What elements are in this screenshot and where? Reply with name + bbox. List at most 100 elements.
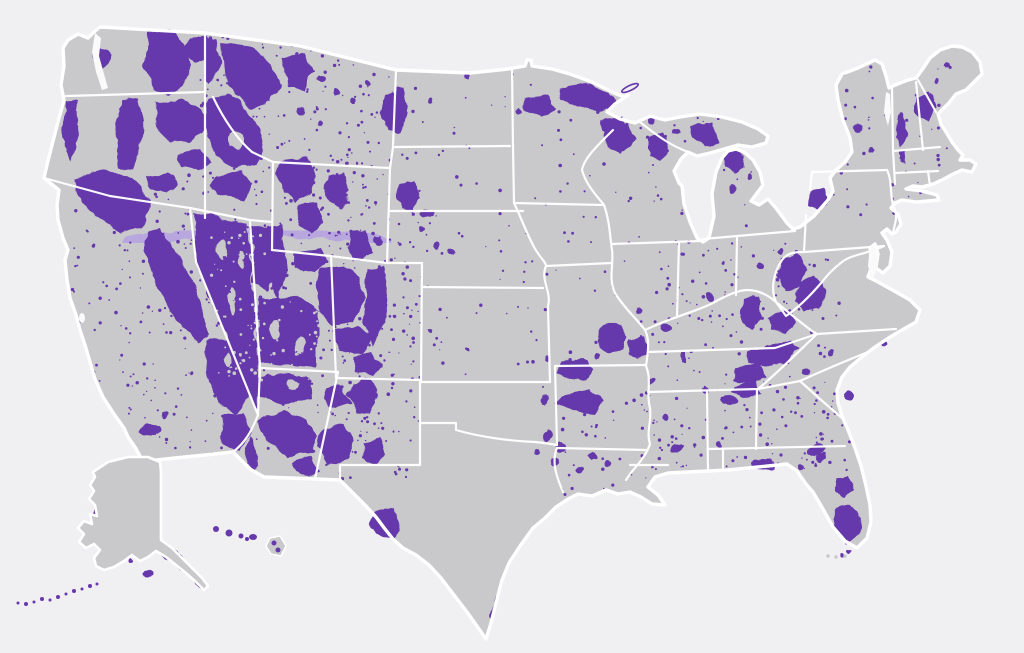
- speckle: [655, 290, 659, 295]
- speckle: [240, 49, 243, 51]
- speckle: [388, 315, 392, 318]
- speckle: [732, 431, 735, 434]
- speckle: [785, 302, 788, 305]
- speckle: [231, 64, 233, 66]
- speckle: [280, 276, 283, 279]
- speckle: [660, 267, 663, 271]
- state-border-line: [643, 288, 778, 332]
- speckle: [327, 212, 330, 216]
- speckle: [70, 287, 75, 292]
- federal-land-patch: [395, 86, 407, 118]
- speckle: [353, 358, 355, 361]
- state-border-line: [772, 250, 806, 304]
- speckle: [584, 433, 588, 437]
- state-border-line: [231, 413, 260, 454]
- speckle: [439, 349, 441, 351]
- speckle: [562, 416, 566, 420]
- speckle: [306, 90, 309, 93]
- speckle: [582, 215, 585, 218]
- speckle: [351, 152, 353, 154]
- federal-land-patch: [935, 77, 941, 83]
- speckle: [498, 188, 502, 193]
- speckle: [844, 88, 849, 93]
- speckle: [475, 182, 478, 185]
- speckle: [312, 441, 315, 444]
- state-border-line: [891, 145, 942, 153]
- speckle: [238, 237, 240, 239]
- speckle: [673, 418, 676, 421]
- speckle: [232, 260, 235, 263]
- speckle: [377, 141, 380, 145]
- speckle: [775, 277, 780, 282]
- speckle: [602, 162, 606, 166]
- speckle: [379, 436, 381, 438]
- speckle: [339, 193, 342, 196]
- speckle: [310, 175, 314, 179]
- speckle: [869, 65, 873, 69]
- speckle: [250, 327, 253, 330]
- speckle: [215, 324, 219, 327]
- speckle: [233, 431, 237, 435]
- speckle: [596, 400, 600, 405]
- federal-land-patch: [154, 99, 206, 143]
- speckle: [594, 340, 598, 344]
- speckle: [517, 305, 519, 308]
- federal-land-patch: [449, 249, 455, 255]
- speckle: [297, 72, 301, 77]
- speckle: [815, 399, 818, 402]
- speckle: [255, 83, 259, 87]
- speckle: [181, 224, 185, 228]
- speckle: [405, 400, 408, 403]
- federal-land-patch: [673, 129, 679, 135]
- speckle: [242, 241, 245, 245]
- speckle: [664, 134, 667, 138]
- speckle: [224, 225, 227, 228]
- speckle: [248, 65, 252, 68]
- speckle: [641, 403, 643, 406]
- speckle: [266, 274, 270, 278]
- speckle: [219, 133, 223, 137]
- speckle: [677, 445, 680, 448]
- federal-land-patch: [747, 339, 799, 368]
- speckle: [734, 162, 737, 165]
- speckle: [325, 463, 328, 467]
- speckle: [414, 302, 418, 306]
- speckle: [366, 389, 368, 392]
- speckle: [261, 336, 265, 340]
- speckle: [114, 189, 117, 191]
- speckle: [381, 426, 385, 430]
- federal-land-patch: [115, 97, 144, 170]
- speckle: [263, 115, 266, 118]
- state-border-line: [211, 95, 275, 164]
- speckle: [601, 467, 605, 471]
- speckle: [315, 168, 318, 171]
- speckle: [254, 87, 257, 90]
- speckle: [843, 117, 847, 121]
- speckle: [283, 304, 287, 308]
- speckle: [229, 291, 232, 293]
- speckle: [324, 85, 327, 88]
- speckle: [335, 297, 339, 301]
- speckle: [165, 331, 168, 334]
- speckle: [411, 212, 415, 216]
- speckle: [359, 229, 362, 231]
- speckle: [377, 427, 380, 430]
- speckle: [324, 268, 327, 272]
- state-borders: [42, 31, 942, 494]
- speckle: [440, 252, 444, 255]
- speckle: [871, 96, 874, 100]
- federal-land-patch: [895, 115, 906, 148]
- speckle: [411, 309, 413, 311]
- speckle: [238, 353, 242, 356]
- speckle: [843, 458, 846, 462]
- federal-land-patch: [145, 30, 191, 96]
- federal-land-patch: [577, 467, 583, 473]
- speckle: [783, 385, 788, 389]
- speckle: [659, 197, 663, 201]
- speckle: [611, 483, 615, 487]
- speckle: [346, 285, 349, 288]
- speckle: [743, 404, 746, 407]
- speckle: [334, 234, 337, 237]
- speckle: [179, 329, 182, 332]
- speckle: [143, 393, 145, 396]
